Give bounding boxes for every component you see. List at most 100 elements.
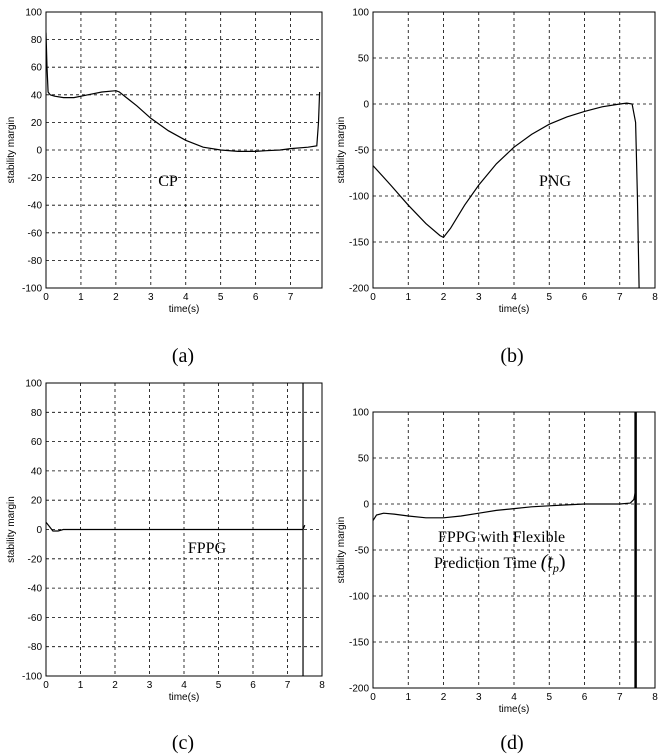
y-tick-label: -100 [22, 284, 42, 295]
x-tick-label: 8 [652, 292, 658, 303]
x-axis-label: time(s) [169, 692, 200, 703]
y-axis-label: stability margin [6, 496, 17, 563]
y-tick-label: 80 [31, 35, 43, 46]
x-tick-label: 5 [218, 292, 224, 303]
y-axis-label: stability margin [336, 517, 347, 584]
panel-label: (d) [500, 732, 523, 754]
y-axis-label: stability margin [336, 117, 347, 184]
y-tick-label: -200 [349, 284, 369, 295]
y-tick-label: 40 [31, 466, 43, 477]
x-tick-label: 3 [476, 292, 482, 303]
x-tick-label: 4 [181, 680, 187, 691]
y-tick-label: -20 [28, 554, 43, 565]
y-tick-label: -20 [28, 173, 43, 184]
y-tick-label: -50 [355, 146, 370, 157]
series-line [373, 490, 637, 521]
plot-frame [45, 382, 323, 677]
x-axis-label: time(s) [499, 304, 530, 315]
y-tick-label: 0 [363, 100, 369, 111]
x-tick-label: 6 [582, 292, 588, 303]
series-line [46, 32, 321, 152]
x-tick-label: 2 [112, 680, 118, 691]
x-tick-label: 1 [78, 292, 84, 303]
y-tick-label: -100 [349, 592, 369, 603]
plot-frame [372, 411, 656, 689]
x-tick-label: 2 [441, 692, 447, 703]
y-tick-label: 0 [363, 500, 369, 511]
series-line [373, 102, 640, 288]
y-tick-label: -100 [349, 192, 369, 203]
x-tick-label: 1 [405, 692, 411, 703]
y-tick-label: -40 [28, 201, 43, 212]
chart-panel-b: 0 1 2 3 4 5 6 7 8 -200 -150 -100 -50 0 50 100 time(s) sta… [336, 8, 658, 368]
y-tick-label: 100 [352, 408, 369, 419]
plot-frame [45, 11, 323, 289]
y-tick-label: 50 [358, 54, 370, 65]
panel-label: (a) [172, 345, 194, 367]
chart-annotation: CP [158, 173, 178, 190]
x-tick-label: 5 [546, 692, 552, 703]
x-tick-label: 6 [582, 692, 588, 703]
y-tick-label: -200 [349, 684, 369, 695]
x-tick-label: 0 [43, 680, 49, 691]
x-tick-label: 4 [511, 692, 517, 703]
x-tick-label: 5 [216, 680, 222, 691]
x-tick-label: 0 [370, 692, 376, 703]
x-tick-label: 6 [253, 292, 259, 303]
chart-panel-c: 0 1 2 3 4 5 6 7 8 -100 -80 -60 -40 -20 0 20 40 60 80 100 tim… [6, 379, 325, 755]
y-tick-label: -40 [28, 584, 43, 595]
x-tick-label: 3 [148, 292, 154, 303]
y-tick-label: -150 [349, 638, 369, 649]
y-tick-label: 20 [31, 118, 43, 129]
y-axis-label: stability margin [6, 117, 17, 184]
panel-label: (b) [500, 345, 523, 367]
y-tick-label: 100 [25, 379, 42, 390]
y-tick-label: -60 [28, 228, 43, 239]
x-tick-label: 7 [288, 292, 294, 303]
x-axis-label: time(s) [169, 304, 200, 315]
chart-annotation: FPPG with Flexible [438, 529, 565, 546]
y-tick-label: -80 [28, 642, 43, 653]
x-tick-label: 4 [183, 292, 189, 303]
x-tick-label: 1 [78, 680, 84, 691]
x-tick-label: 7 [285, 680, 291, 691]
x-tick-label: 3 [476, 692, 482, 703]
x-tick-label: 2 [441, 292, 447, 303]
chart-panel-a: 0 1 2 3 4 5 6 7 -100 -80 -60 -40 -20 0 20 40 60 80 100 time… [6, 8, 323, 367]
x-tick-label: 7 [617, 292, 623, 303]
x-tick-label: 2 [113, 292, 119, 303]
x-axis-label: time(s) [499, 704, 530, 715]
y-tick-label: -60 [28, 613, 43, 624]
x-tick-label: 0 [43, 292, 49, 303]
x-tick-label: 4 [511, 292, 517, 303]
y-tick-label: 100 [352, 8, 369, 19]
y-tick-label: 0 [36, 146, 42, 157]
x-tick-label: 0 [370, 292, 376, 303]
x-tick-label: 5 [546, 292, 552, 303]
plot-frame [372, 11, 656, 289]
x-tick-label: 7 [617, 692, 623, 703]
panel-label: (c) [172, 732, 194, 754]
chart-panel-d: 0 1 2 3 4 5 6 7 8 -200 -150 -100 -50 0 50 100 time(s) sta… [336, 408, 658, 755]
y-tick-label: 40 [31, 90, 43, 101]
x-tick-label: 3 [147, 680, 153, 691]
y-tick-label: 60 [31, 437, 43, 448]
series-line [46, 521, 306, 532]
chart-annotation: FPPG [188, 540, 227, 557]
y-tick-label: -100 [22, 672, 42, 683]
y-tick-label: -80 [28, 256, 43, 267]
annotation-close: ) [559, 551, 566, 573]
x-tick-label: 8 [652, 692, 658, 703]
x-tick-label: 8 [319, 680, 325, 691]
y-tick-label: -150 [349, 238, 369, 249]
chart-annotation-line2: Prediction Time (tp) [434, 551, 566, 575]
chart-annotation: PNG [539, 173, 571, 190]
annotation-subscript: p [552, 561, 559, 575]
y-tick-label: 100 [25, 8, 42, 19]
y-tick-label: 20 [31, 496, 43, 507]
x-tick-label: 6 [250, 680, 256, 691]
y-tick-label: 80 [31, 408, 43, 419]
y-tick-label: 50 [358, 454, 370, 465]
y-tick-label: 60 [31, 63, 43, 74]
